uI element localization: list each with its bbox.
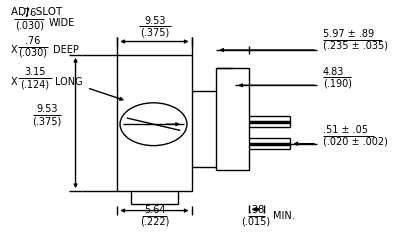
Text: 5.97 ± .89: 5.97 ± .89	[323, 29, 374, 39]
Text: ADJ. SLOT: ADJ. SLOT	[11, 7, 62, 17]
Text: 9.53: 9.53	[36, 105, 58, 114]
Text: (.235 ± .035): (.235 ± .035)	[323, 41, 388, 50]
Text: .51 ± .05: .51 ± .05	[323, 125, 368, 135]
Text: (.015): (.015)	[242, 217, 271, 227]
Text: (.124): (.124)	[20, 79, 50, 89]
Text: (.190): (.190)	[323, 78, 352, 88]
Bar	[216, 68, 248, 170]
Text: (.375): (.375)	[32, 116, 62, 126]
Text: 3.15: 3.15	[24, 67, 46, 77]
Bar	[117, 55, 192, 191]
Text: X: X	[11, 77, 18, 87]
Text: (.030): (.030)	[18, 48, 48, 58]
Text: WIDE: WIDE	[49, 18, 75, 28]
Text: (.222): (.222)	[140, 217, 169, 227]
Text: LONG: LONG	[55, 77, 82, 87]
Text: (.375): (.375)	[140, 27, 169, 37]
Text: DEEP: DEEP	[53, 45, 79, 55]
Text: .76: .76	[22, 8, 37, 18]
Text: .76: .76	[25, 36, 41, 46]
Text: 9.53: 9.53	[144, 16, 165, 26]
Text: MIN.: MIN.	[273, 211, 295, 221]
Text: 5.64: 5.64	[144, 205, 165, 215]
Text: (.030): (.030)	[15, 20, 44, 30]
Text: (.020 ± .002): (.020 ± .002)	[323, 137, 388, 147]
Text: X: X	[11, 45, 18, 55]
Text: .38: .38	[248, 205, 264, 215]
Text: 4.83: 4.83	[323, 67, 344, 77]
